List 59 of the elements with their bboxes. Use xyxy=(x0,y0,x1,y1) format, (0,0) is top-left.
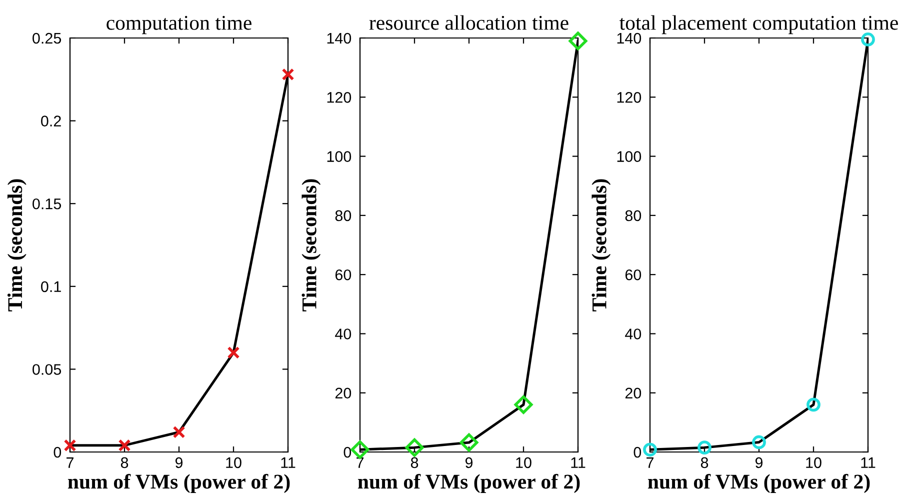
y-tick-label: 20 xyxy=(335,388,352,399)
x-tick-label: 9 xyxy=(755,457,763,468)
y-tick-label: 140 xyxy=(617,32,642,44)
point xyxy=(118,439,131,452)
y-axis-title: Time (seconds) xyxy=(592,179,611,312)
x-axis-title: num of VMs (power of 2) xyxy=(68,474,290,493)
y-tick-label: 100 xyxy=(327,151,352,162)
x-axis-title: num of VMs (power of 2) xyxy=(358,474,580,493)
x-tick-label: 7 xyxy=(66,457,74,468)
point xyxy=(227,346,240,359)
y-tick-label: 60 xyxy=(335,269,352,280)
y-tick-label: 40 xyxy=(335,328,352,340)
point xyxy=(752,435,766,450)
x-tick-label: 10 xyxy=(516,457,532,468)
y-tick-label: 0 xyxy=(634,446,642,458)
y-axis-title: Time (seconds) xyxy=(302,179,321,312)
x-tick-label: 11 xyxy=(571,457,586,468)
point xyxy=(405,438,424,457)
point xyxy=(568,32,588,50)
point xyxy=(806,398,820,412)
y-tick-label: 0.05 xyxy=(32,364,62,375)
y-tick-label: 0.1 xyxy=(41,281,61,292)
y-tick-label: 60 xyxy=(625,269,642,280)
x-tick-label: 10 xyxy=(226,457,242,468)
x-tick-label: 11 xyxy=(281,457,296,468)
y-tick-label: 0 xyxy=(344,446,352,458)
y-tick-label: 0 xyxy=(54,446,62,458)
y-tick-label: 80 xyxy=(625,210,642,222)
x-tick-label: 8 xyxy=(700,457,708,468)
y-tick-label: 140 xyxy=(327,32,352,44)
y-tick-label: 20 xyxy=(625,388,642,399)
y-tick-label: 120 xyxy=(617,92,642,103)
point xyxy=(643,442,657,457)
point xyxy=(698,440,712,455)
point xyxy=(861,32,875,46)
x-tick-label: 8 xyxy=(410,457,418,468)
y-tick-label: 0.25 xyxy=(32,32,62,44)
x-tick-label: 7 xyxy=(646,457,654,468)
point xyxy=(172,426,186,438)
y-tick-label: 0.15 xyxy=(32,198,62,210)
point xyxy=(514,395,533,414)
y-tick-label: 120 xyxy=(327,92,352,103)
chart-title: resource allocation time xyxy=(369,15,568,30)
x-axis-title: num of VMs (power of 2) xyxy=(648,474,870,493)
y-tick-label: 40 xyxy=(625,328,642,340)
x-tick-label: 11 xyxy=(861,457,876,468)
y-tick-label: 80 xyxy=(335,210,352,222)
y-axis-title: Time (seconds) xyxy=(7,179,26,312)
y-tick-label: 0.2 xyxy=(41,116,61,126)
x-tick-label: 8 xyxy=(120,457,128,468)
y-tick-label: 100 xyxy=(617,151,642,162)
x-tick-label: 9 xyxy=(175,457,183,468)
point xyxy=(282,68,294,81)
x-tick-label: 9 xyxy=(465,457,473,468)
chart-title: computation time xyxy=(106,16,252,34)
point xyxy=(460,433,478,452)
point xyxy=(64,439,76,452)
point xyxy=(350,440,370,459)
x-tick-label: 10 xyxy=(806,457,822,468)
